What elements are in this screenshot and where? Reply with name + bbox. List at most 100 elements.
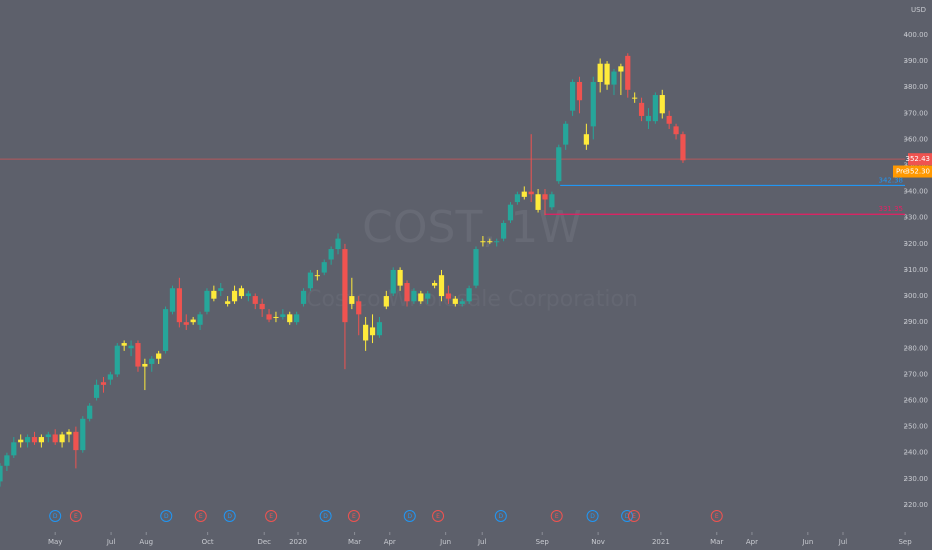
candle-body (225, 301, 231, 304)
candle-body (487, 241, 493, 243)
x-tick-label: Aug (139, 538, 153, 546)
event-label: E (555, 513, 559, 520)
event-label: D (323, 513, 328, 520)
candle-body (93, 384, 100, 398)
event-label: E (436, 513, 440, 520)
watermark: COST, 1W (362, 202, 582, 253)
y-tick-label: 360.00 (904, 135, 929, 143)
candle-body (369, 327, 376, 336)
candle-body (314, 275, 320, 277)
y-tick-label: 290.00 (904, 318, 929, 326)
candle-body (280, 314, 286, 317)
currency: USD (911, 6, 926, 14)
event-marker (49, 510, 62, 522)
candle-body (259, 303, 265, 310)
candle-body (24, 437, 31, 443)
candle-body (500, 222, 507, 239)
candle-body (666, 115, 672, 124)
event-marker (710, 510, 723, 522)
candle-body (142, 363, 148, 367)
candle-body (432, 283, 438, 286)
candle-body (549, 194, 555, 208)
candle-body (514, 194, 520, 203)
candle-body (445, 293, 452, 299)
x-tick-label: Mar (348, 538, 361, 546)
candle-body (349, 296, 355, 304)
event-marker (223, 510, 236, 522)
candle-body (583, 134, 589, 145)
level-label: 342.38 (879, 176, 904, 184)
candle-body (273, 316, 279, 318)
y-tick-label: 320.00 (904, 240, 929, 248)
candle-body (673, 126, 679, 135)
x-tick-label: Jul (838, 538, 848, 546)
x-tick-label: Oct (202, 538, 214, 546)
candle-body (604, 63, 610, 85)
watermark-subtitle: Costco Wholesale Corporation (306, 287, 638, 312)
candle-body (162, 309, 169, 351)
candle-body (328, 249, 334, 260)
candle-body (535, 194, 541, 210)
y-tick-label: 340.00 (904, 188, 929, 196)
event-label: E (74, 513, 78, 520)
candle-body (335, 238, 341, 250)
event-marker (265, 510, 278, 522)
y-tick-label: 370.00 (904, 109, 929, 117)
candle-body (183, 322, 189, 325)
candle-body (645, 115, 652, 122)
pre-market-tag (893, 165, 932, 178)
candle-body (59, 434, 65, 443)
candle-body (625, 55, 631, 90)
event-label: E (199, 513, 203, 520)
event-marker (69, 510, 82, 522)
event-marker (347, 510, 360, 522)
candle-body (480, 241, 486, 243)
candle-body (376, 322, 383, 336)
event-label: E (632, 513, 636, 520)
candle-body (638, 102, 645, 116)
candle-body (107, 374, 113, 380)
candle-body (156, 353, 162, 359)
candle-body (473, 249, 479, 286)
y-tick-label: 390.00 (904, 57, 929, 65)
event-marker (627, 510, 640, 522)
candle-body (4, 455, 10, 466)
event-label: D (227, 513, 232, 520)
candle-body (542, 194, 548, 200)
candle-body (45, 434, 51, 438)
candle-body (307, 272, 314, 289)
x-tick-label: Jul (477, 538, 487, 546)
x-tick-label: 2020 (289, 538, 307, 546)
x-tick-label: May (48, 538, 62, 546)
x-tick-label: Nov (591, 538, 605, 546)
candle-body (66, 431, 72, 435)
candle-body (0, 465, 3, 482)
event-label: D (625, 513, 630, 520)
event-marker (319, 510, 332, 522)
candle-body (652, 95, 658, 122)
candle-body (231, 290, 238, 302)
x-tick-label: 2021 (652, 538, 670, 546)
candle-body (597, 63, 603, 82)
candle-body (356, 301, 362, 315)
candle-body (556, 147, 562, 182)
x-tick-label: Mar (710, 538, 723, 546)
candle-body (611, 71, 617, 85)
y-tick-label: 330.00 (904, 214, 929, 222)
y-tick-label: 280.00 (904, 344, 929, 352)
candle-body (18, 439, 24, 443)
last-price-tag (908, 153, 932, 166)
candle-body (197, 314, 203, 325)
candle-body (383, 296, 389, 307)
x-tick-label: Dec (257, 538, 271, 546)
candle-body (31, 437, 38, 443)
event-marker (586, 510, 599, 522)
candle-body (300, 290, 307, 304)
y-tick-label: 400.00 (904, 31, 929, 39)
candle-body (459, 301, 465, 304)
candle-body (52, 434, 58, 443)
candle-body (11, 442, 17, 456)
candle-body (252, 296, 258, 304)
candle-body (169, 288, 176, 312)
event-label: D (53, 513, 58, 520)
